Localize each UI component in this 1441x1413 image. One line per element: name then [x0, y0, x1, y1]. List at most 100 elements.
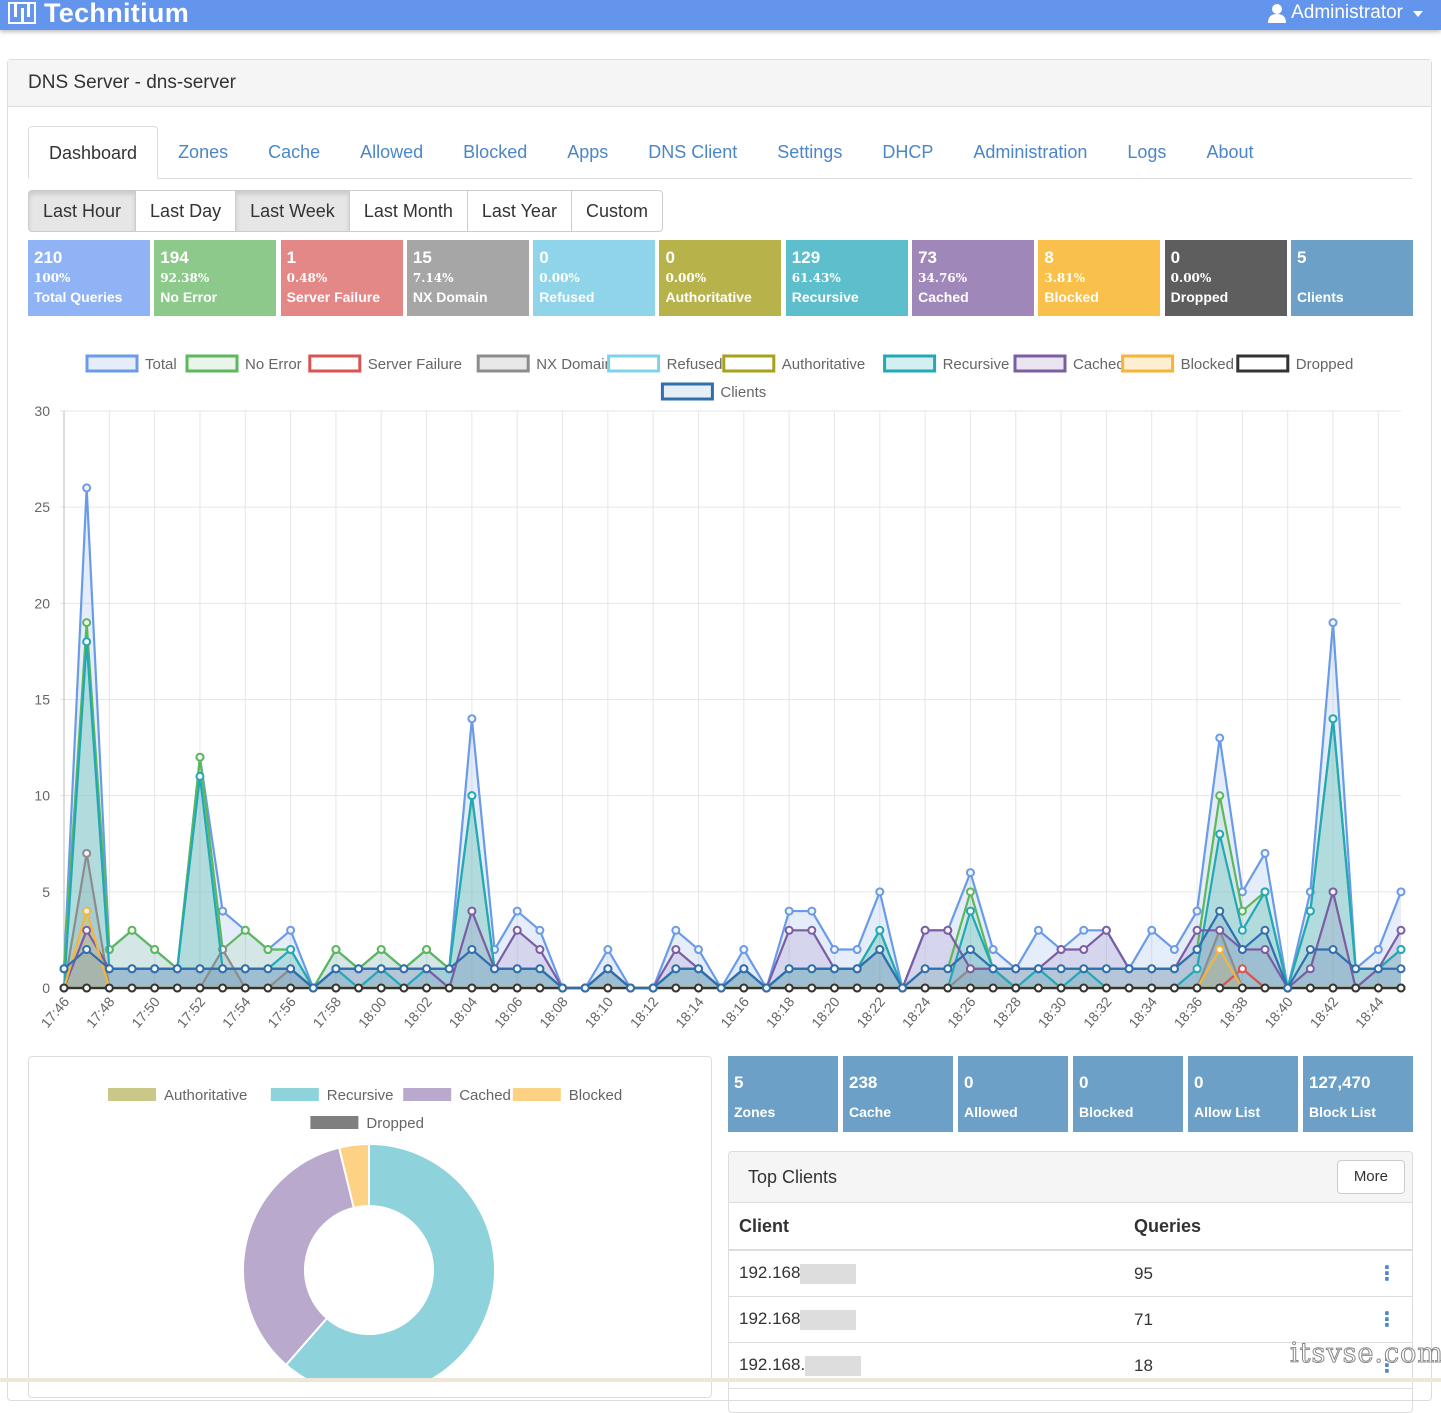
range-custom-button[interactable]: Custom	[570, 190, 663, 232]
tab-dhcp[interactable]: DHCP	[882, 142, 934, 162]
summary-value: 238	[849, 1073, 878, 1092]
stat-pct: 7.14%	[412, 271, 454, 285]
y-tick-label: 10	[34, 788, 50, 804]
data-point	[535, 983, 545, 993]
series-area-cached	[64, 891, 1401, 988]
data-point	[1373, 945, 1383, 955]
data-point	[1124, 964, 1134, 974]
stat-value: 210	[34, 248, 63, 267]
stat-value: 194	[160, 248, 189, 267]
data-point	[965, 964, 975, 974]
tab-blocked[interactable]: Blocked	[463, 142, 528, 162]
tab-dashboard[interactable]: Dashboard	[28, 126, 159, 179]
summary-label: Zones	[734, 1104, 776, 1120]
tab-allowed[interactable]: Allowed	[360, 142, 424, 162]
more-button[interactable]: More	[1336, 1160, 1405, 1194]
data-point	[82, 637, 92, 647]
table-row: 192.168 71 ⋮	[729, 1296, 1412, 1343]
data-point	[218, 964, 228, 974]
brand[interactable]: Technitium	[8, 0, 189, 30]
legend-label: NX Domain	[536, 356, 613, 373]
data-point	[1011, 964, 1021, 974]
data-point	[1237, 925, 1247, 935]
range-last-year-button[interactable]: Last Year	[466, 190, 572, 232]
range-last-hour-button[interactable]: Last Hour	[28, 190, 137, 232]
user-menu[interactable]: Administrator	[1268, 0, 1423, 26]
x-tick-label: 17:56	[264, 993, 299, 1030]
stat-value: 0	[539, 248, 549, 267]
x-tick-label: 17:54	[219, 993, 254, 1030]
tab-dns-client[interactable]: DNS Client	[648, 142, 738, 162]
data-point	[1011, 983, 1021, 993]
data-point	[1215, 829, 1225, 839]
range-last-week-button[interactable]: Last Week	[235, 190, 350, 232]
stat-label: Total Queries	[34, 289, 123, 305]
data-point	[1169, 983, 1179, 993]
data-point	[422, 964, 432, 974]
user-icon	[1268, 4, 1287, 23]
data-point	[59, 983, 69, 993]
stat-box-authoritative: 0 0.00% Authoritative	[659, 240, 782, 316]
x-tick-label: 18:06	[491, 993, 526, 1030]
data-point	[1237, 983, 1247, 993]
tab-apps[interactable]: Apps	[567, 142, 609, 162]
top-navbar: Technitium Administrator	[0, 0, 1441, 30]
x-tick-label: 18:10	[581, 993, 616, 1030]
data-point	[286, 964, 296, 974]
tab-administration[interactable]: Administration	[973, 142, 1088, 162]
row-menu-icon[interactable]: ⋮	[1362, 1250, 1412, 1297]
x-tick-label: 18:28	[989, 993, 1024, 1030]
stat-value: 8	[1044, 248, 1054, 267]
range-last-day-button[interactable]: Last Day	[135, 190, 237, 232]
column-header-client: Client	[729, 1203, 1124, 1251]
tab-settings[interactable]: Settings	[777, 142, 843, 162]
x-tick-label: 18:26	[944, 993, 979, 1030]
data-point	[399, 964, 409, 974]
pie-legend-swatch	[270, 1088, 319, 1101]
data-point	[354, 964, 364, 974]
data-point	[240, 983, 250, 993]
tab-cache[interactable]: Cache	[268, 142, 321, 162]
data-point	[286, 925, 296, 935]
summary-box-allow-list: 0 Allow List	[1188, 1056, 1298, 1132]
data-point	[603, 983, 613, 993]
data-point	[512, 964, 522, 974]
data-point	[444, 983, 454, 993]
data-point	[558, 983, 568, 993]
data-point	[240, 964, 250, 974]
tab-logs[interactable]: Logs	[1127, 142, 1167, 162]
data-point	[1396, 945, 1406, 955]
data-point	[1305, 983, 1315, 993]
data-point	[1147, 983, 1157, 993]
data-point	[467, 906, 477, 916]
summary-value: 0	[1079, 1073, 1089, 1092]
data-point	[1305, 906, 1315, 916]
data-point	[1033, 925, 1043, 935]
data-point	[263, 964, 273, 974]
tab-zones[interactable]: Zones	[178, 142, 229, 162]
client-address: 192.168.	[739, 1355, 806, 1375]
data-point	[376, 964, 386, 974]
redacted-block	[800, 1309, 857, 1330]
stat-box-clients: 5 Clients	[1290, 240, 1413, 316]
data-point	[671, 945, 681, 955]
data-point	[467, 945, 477, 955]
data-point	[1192, 925, 1202, 935]
data-point	[195, 771, 205, 781]
data-point	[603, 964, 613, 974]
row-menu-icon[interactable]: ⋮	[1362, 1296, 1412, 1343]
legend-item: Recursive	[883, 354, 1009, 373]
summary-value: 127,470	[1309, 1073, 1371, 1092]
range-last-month-button[interactable]: Last Month	[348, 190, 468, 232]
data-point	[694, 983, 704, 993]
redacted-block	[800, 1263, 857, 1284]
tab-about[interactable]: About	[1206, 142, 1254, 162]
stat-pct: 0.48%	[286, 271, 328, 285]
data-point	[988, 983, 998, 993]
data-point	[1328, 887, 1338, 897]
data-point	[716, 983, 726, 993]
x-tick-label: 18:38	[1216, 993, 1251, 1030]
summary-label: Allow List	[1194, 1104, 1261, 1120]
data-point	[1328, 945, 1338, 955]
x-tick-label: 18:14	[672, 993, 707, 1030]
